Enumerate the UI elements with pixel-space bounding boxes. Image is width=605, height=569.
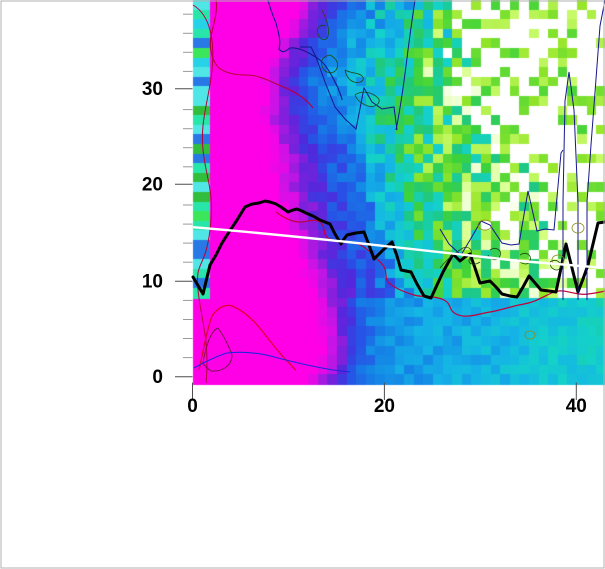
svg-text:10: 10 (142, 272, 163, 293)
svg-text:0: 0 (152, 367, 163, 388)
svg-text:20: 20 (142, 175, 163, 196)
svg-text:0: 0 (187, 396, 198, 417)
svg-text:40: 40 (566, 396, 587, 417)
svg-text:20: 20 (374, 396, 395, 417)
svg-text:30: 30 (142, 79, 163, 100)
